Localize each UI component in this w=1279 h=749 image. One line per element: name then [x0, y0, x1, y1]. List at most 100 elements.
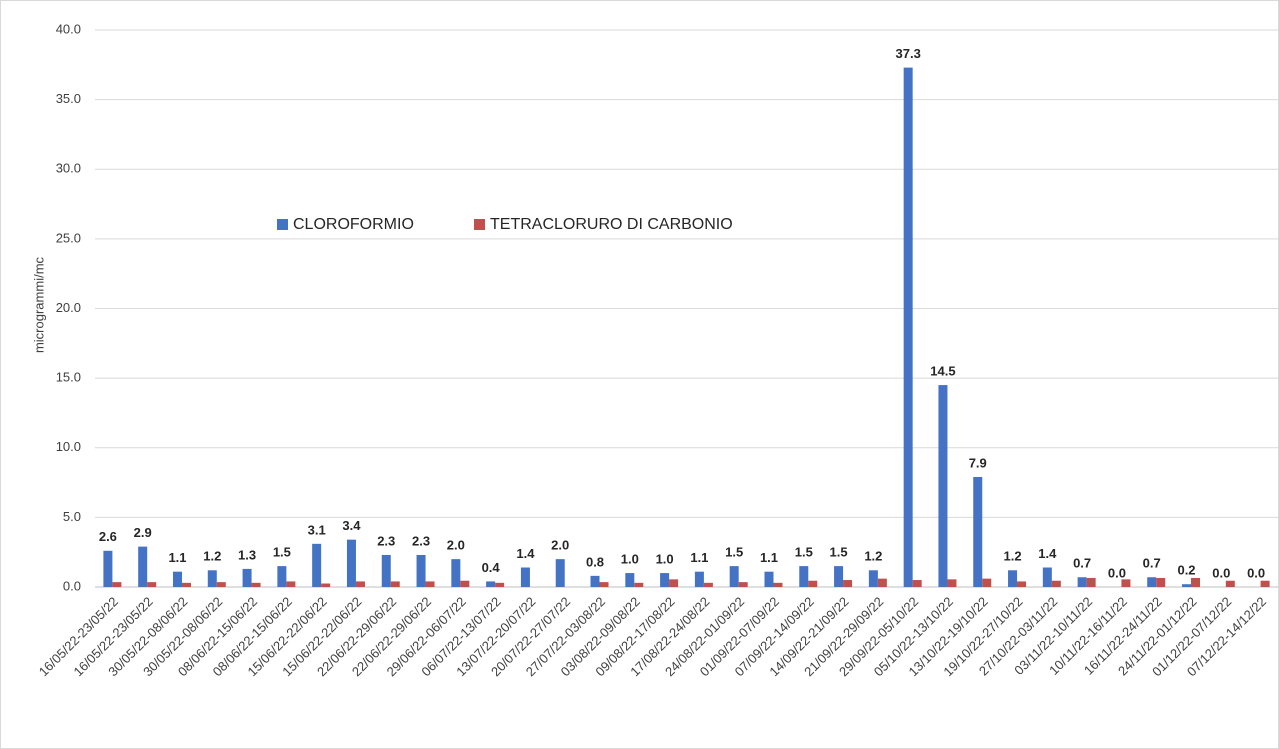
bar — [1017, 581, 1027, 587]
bar — [147, 582, 157, 587]
bar — [1225, 580, 1235, 587]
bar — [355, 581, 365, 587]
bar — [486, 581, 496, 587]
value-label: 1.5 — [795, 545, 813, 560]
value-label: 1.0 — [656, 552, 674, 567]
value-label: 0.8 — [586, 554, 604, 569]
value-label: 2.6 — [99, 529, 117, 544]
bar — [555, 559, 565, 587]
bar — [1147, 577, 1157, 587]
bar — [773, 582, 783, 587]
y-tick-label: 10.0 — [56, 439, 81, 454]
bar — [799, 566, 809, 587]
bar — [808, 580, 818, 587]
bar — [1077, 577, 1087, 587]
value-label: 0.2 — [1177, 563, 1195, 578]
bar — [346, 539, 356, 587]
bar — [912, 580, 922, 587]
bar — [1042, 567, 1052, 587]
y-tick-label: 35.0 — [56, 91, 81, 106]
bar — [172, 571, 182, 587]
bar — [843, 580, 853, 587]
bar — [982, 578, 992, 587]
bar — [495, 582, 505, 587]
bar — [868, 570, 878, 587]
y-axis-label: microgrammi/mc — [31, 256, 46, 353]
bar — [520, 567, 530, 587]
bar — [1086, 577, 1096, 587]
bar — [903, 67, 913, 587]
value-label: 3.1 — [308, 522, 326, 537]
bar — [216, 582, 226, 587]
value-label: 1.4 — [516, 546, 535, 561]
value-label: 1.2 — [864, 549, 882, 564]
bar — [451, 559, 461, 587]
bar — [938, 385, 948, 587]
bar — [425, 581, 435, 587]
bar — [1260, 580, 1270, 587]
value-label: 0.7 — [1143, 556, 1161, 571]
bar — [599, 582, 609, 587]
y-tick-label: 0.0 — [63, 578, 81, 593]
value-label: 1.2 — [203, 549, 221, 564]
value-label: 1.3 — [238, 547, 256, 562]
legend-label: CLOROFORMIO — [293, 216, 414, 233]
value-label: 0.0 — [1247, 565, 1265, 580]
bar — [112, 582, 122, 587]
bar — [1191, 577, 1201, 587]
bar — [251, 582, 261, 587]
legend-swatch — [474, 219, 485, 230]
value-label: 1.1 — [690, 550, 708, 565]
legend-swatch — [277, 219, 288, 230]
value-label: 37.3 — [896, 46, 921, 61]
y-tick-label: 5.0 — [63, 509, 81, 524]
bar — [138, 546, 148, 587]
bar — [312, 543, 322, 587]
bar — [416, 554, 426, 587]
value-label: 2.3 — [412, 533, 430, 548]
bar — [321, 583, 331, 587]
bar — [694, 571, 704, 587]
y-tick-label: 15.0 — [56, 370, 81, 385]
y-tick-label: 20.0 — [56, 300, 81, 315]
bar — [590, 575, 600, 587]
bar — [703, 582, 713, 587]
value-label: 7.9 — [969, 455, 987, 470]
bar — [877, 578, 887, 587]
bar — [729, 566, 739, 587]
value-label: 2.3 — [377, 533, 395, 548]
bar — [181, 582, 191, 587]
bar — [660, 573, 670, 587]
value-label: 1.0 — [621, 552, 639, 567]
bar — [1051, 580, 1061, 587]
bar — [103, 550, 113, 587]
bar — [669, 579, 679, 587]
value-label: 1.5 — [725, 545, 743, 560]
y-tick-label: 30.0 — [56, 161, 81, 176]
y-tick-label: 25.0 — [56, 230, 81, 245]
bar — [834, 566, 844, 587]
value-label: 1.5 — [830, 545, 848, 560]
bar — [947, 579, 957, 587]
value-label: 2.0 — [551, 538, 569, 553]
bar — [738, 582, 748, 587]
value-label: 2.9 — [134, 525, 152, 540]
bar — [973, 476, 983, 587]
bar — [381, 554, 391, 587]
bar — [1182, 584, 1192, 587]
value-label: 1.1 — [760, 550, 778, 565]
bar — [764, 571, 774, 587]
value-label: 1.5 — [273, 545, 291, 560]
value-label: 1.4 — [1038, 546, 1057, 561]
value-label: 0.0 — [1108, 565, 1126, 580]
value-label: 1.1 — [168, 550, 186, 565]
bar — [625, 573, 635, 587]
value-label: 0.7 — [1073, 556, 1091, 571]
value-label: 0.4 — [482, 560, 501, 575]
legend-label: TETRACLORURO DI CARBONIO — [490, 216, 733, 233]
bar — [242, 568, 252, 587]
value-label: 14.5 — [930, 364, 955, 379]
value-label: 2.0 — [447, 538, 465, 553]
